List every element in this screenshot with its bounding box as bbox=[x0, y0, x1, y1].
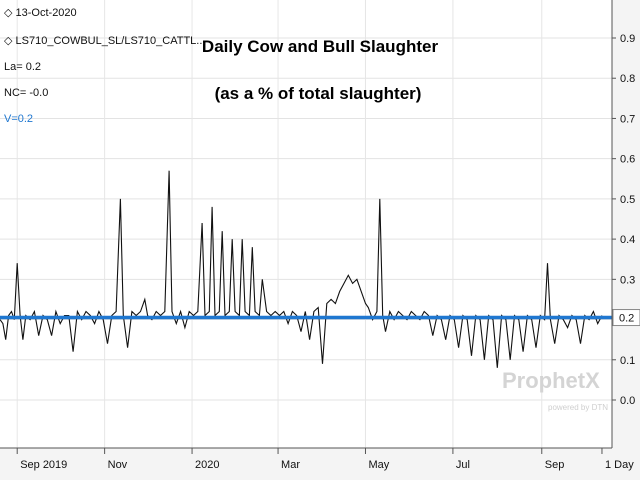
x-tick-label: Jul bbox=[456, 459, 470, 471]
x-axis: Sep 2019 Nov 2020 Mar May Jul Sep 1 Day bbox=[16, 448, 634, 471]
current-value-label: 0.2 bbox=[619, 313, 634, 325]
x-tick-label: May bbox=[368, 459, 389, 471]
legend-date-text: 13-Oct-2020 bbox=[16, 7, 77, 19]
legend-series: ◇ LS710_COWBUL_SL/LS710_CATTL... bbox=[4, 35, 205, 47]
legend: ◇ 13-Oct-2020 ◇ LS710_COWBUL_SL/LS710_CA… bbox=[4, 7, 205, 125]
watermark: ProphetX powered by DTN bbox=[502, 368, 608, 412]
y-tick-label: 0.7 bbox=[620, 113, 635, 125]
legend-series-text: LS710_COWBUL_SL/LS710_CATTL... bbox=[16, 35, 206, 47]
legend-date: ◇ 13-Oct-2020 bbox=[4, 7, 77, 19]
legend-nc: NC= -0.0 bbox=[4, 87, 48, 99]
current-value-box bbox=[612, 309, 640, 327]
y-tick-label: 0.6 bbox=[620, 154, 635, 166]
diamond-icon: ◇ bbox=[4, 35, 16, 47]
series-line bbox=[0, 170, 603, 368]
y-axis-panel bbox=[612, 0, 640, 448]
x-tick-label: Sep bbox=[545, 459, 565, 471]
y-tick-label: 0.0 bbox=[620, 395, 635, 407]
x-tick-label: Sep 2019 bbox=[20, 459, 67, 471]
y-tick-label: 0.8 bbox=[620, 73, 635, 85]
grid bbox=[0, 0, 612, 448]
plot-area bbox=[0, 0, 612, 448]
x-axis-panel bbox=[0, 448, 640, 480]
chart-title: Daily Cow and Bull Slaughter bbox=[202, 37, 439, 56]
x-tick-label: Mar bbox=[281, 459, 300, 471]
y-tick-label: 0.1 bbox=[620, 355, 635, 367]
diamond-icon: ◇ bbox=[4, 7, 16, 19]
watermark-brand: ProphetX bbox=[502, 368, 600, 393]
y-tick-label: 0.3 bbox=[620, 274, 635, 286]
y-tick-label: 0.4 bbox=[620, 234, 635, 246]
watermark-tagline: powered by DTN bbox=[548, 403, 608, 412]
y-tick-label: 0.5 bbox=[620, 194, 635, 206]
chart-subtitle: (as a % of total slaughter) bbox=[215, 84, 422, 103]
x-tick-label: 1 Day bbox=[605, 459, 634, 471]
x-tick-label: 2020 bbox=[195, 459, 219, 471]
series-layer bbox=[0, 170, 603, 368]
y-tick-label: 0.9 bbox=[620, 33, 635, 45]
legend-v: V=0.2 bbox=[4, 113, 33, 125]
legend-la: La= 0.2 bbox=[4, 61, 41, 73]
x-tick-label: Nov bbox=[108, 459, 128, 471]
current-value-marker: 0.2 bbox=[612, 309, 640, 327]
